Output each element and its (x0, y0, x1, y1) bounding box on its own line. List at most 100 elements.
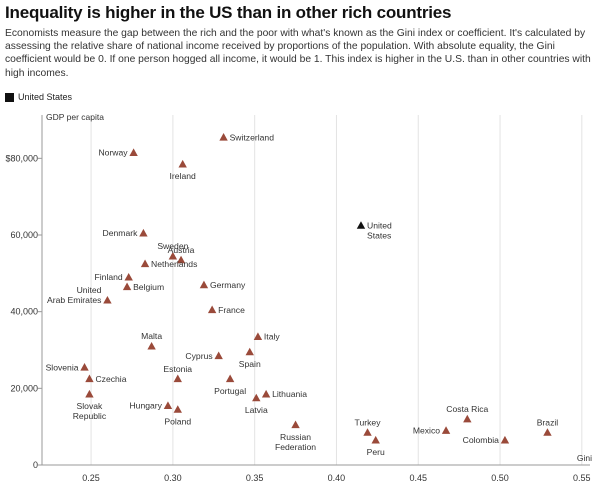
data-point-marker (176, 255, 186, 264)
data-point-marker (168, 251, 178, 260)
data-point-label-line: Austria (168, 245, 195, 255)
data-point-label-line: Finland (95, 272, 123, 282)
data-point-label: France (218, 305, 245, 315)
data-point-label: Czechia (95, 374, 126, 384)
data-point-label: Spain (239, 359, 261, 369)
data-point-label-line: Arab Emirates (47, 295, 101, 305)
data-point-label: Slovak Republic (73, 401, 107, 421)
data-point-label-line: United (367, 220, 392, 230)
data-point-label-line: Belgium (133, 282, 164, 292)
data-point-label-line: Italy (264, 332, 280, 342)
data-point-marker (173, 405, 182, 413)
data-point-label-line: Cyprus (185, 351, 212, 361)
data-point-label: United Arab Emirates (47, 285, 102, 305)
data-point-label-line: Russian (280, 432, 311, 442)
data-point-marker (178, 159, 187, 168)
data-point-label-line: Norway (98, 148, 128, 158)
x-tick-label: 0.55 (573, 473, 591, 483)
data-point-marker (219, 133, 228, 141)
data-point-marker (199, 280, 209, 289)
data-point-marker (139, 228, 148, 237)
data-point-label: United States (367, 220, 392, 240)
y-tick-label: 60,000 (10, 230, 38, 240)
data-point-marker (124, 272, 133, 281)
data-point-label-line: Brazil (537, 417, 559, 427)
data-point-marker (261, 389, 271, 398)
data-point-label-line: Latvia (245, 405, 268, 415)
data-point-label: Norway (98, 148, 128, 158)
data-point-marker (245, 347, 254, 356)
data-point-marker (500, 435, 510, 444)
data-point-label: Peru (367, 447, 385, 457)
data-point-label: Netherlands (151, 259, 197, 269)
chart-title: Inequality is higher in the US than in o… (5, 3, 452, 22)
data-point-marker (253, 332, 263, 340)
data-point-label-line: Turkey (355, 417, 382, 427)
data-point-label-line: Malta (141, 331, 162, 341)
data-point-label: Finland (95, 272, 123, 282)
data-point-label-line: Portugal (214, 386, 246, 396)
data-point-label: Ireland (170, 171, 196, 181)
data-point-marker (371, 435, 380, 444)
data-point-label: Russian Federation (275, 432, 316, 452)
data-point-marker (173, 374, 182, 383)
data-point-marker (356, 221, 366, 229)
data-point-label-line: Mexico (413, 426, 440, 436)
data-point-label: Switzerland (230, 132, 275, 142)
data-point-label: Lithuania (272, 389, 307, 399)
x-tick-label: 0.25 (82, 473, 100, 483)
data-point-label: Slovenia (46, 362, 79, 372)
data-point-label: Poland (164, 416, 191, 426)
data-point-marker (463, 414, 472, 423)
data-point-label: Latvia (245, 405, 268, 415)
data-point-marker (129, 148, 138, 156)
data-point-label: Malta (141, 331, 162, 341)
data-point-label-line: Netherlands (151, 259, 197, 269)
legend-swatch (5, 92, 14, 102)
data-point-marker (140, 259, 150, 268)
data-point-marker (80, 363, 89, 371)
x-tick-label: 0.30 (164, 473, 182, 483)
data-point-label: Brazil (537, 417, 559, 427)
data-point-label: Germany (210, 280, 246, 290)
data-point-marker (147, 341, 156, 350)
data-point-label-line: Costa Rica (446, 404, 488, 414)
data-point-label-line: States (367, 230, 391, 240)
y-axis-title: GDP per capita (46, 112, 104, 122)
data-point-label-line: United (77, 285, 102, 295)
data-point-label: Hungary (129, 401, 162, 411)
data-point-label: Colombia (463, 435, 500, 445)
data-point-label-line: Peru (367, 447, 385, 457)
data-point-label-line: Spain (239, 359, 261, 369)
data-point-label: Mexico (413, 426, 440, 436)
data-point-marker (363, 428, 372, 436)
data-point-label-line: Sweden (157, 241, 188, 251)
data-point-label: Estonia (163, 364, 192, 374)
data-point-label-line: Colombia (463, 435, 500, 445)
data-point-marker (441, 426, 451, 434)
data-point-marker (225, 374, 235, 383)
data-point-label: Costa Rica (446, 404, 488, 414)
x-axis-title: Gini (577, 453, 592, 463)
y-tick-label: 20,000 (10, 383, 38, 393)
y-tick-label: 0 (33, 460, 38, 470)
data-point-label: Austria (168, 245, 195, 255)
data-point-label-line: Germany (210, 280, 246, 290)
legend: United States (5, 92, 72, 102)
data-point-marker (291, 420, 300, 429)
x-tick-label: 0.50 (491, 473, 509, 483)
data-point-label-line: Slovenia (46, 362, 79, 372)
data-point-label: Portugal (214, 386, 246, 396)
data-point-marker (207, 305, 217, 314)
data-point-label: Belgium (133, 282, 164, 292)
x-tick-label: 0.45 (409, 473, 427, 483)
data-point-marker (163, 401, 173, 409)
data-point-marker (214, 351, 223, 360)
x-tick-label: 0.35 (246, 473, 264, 483)
y-tick-label: $80,000 (5, 153, 38, 163)
data-point-label-line: Slovak (77, 401, 103, 411)
data-point-label-line: Lithuania (272, 389, 307, 399)
data-point-label: Denmark (103, 228, 139, 238)
data-point-label-line: Poland (164, 416, 191, 426)
